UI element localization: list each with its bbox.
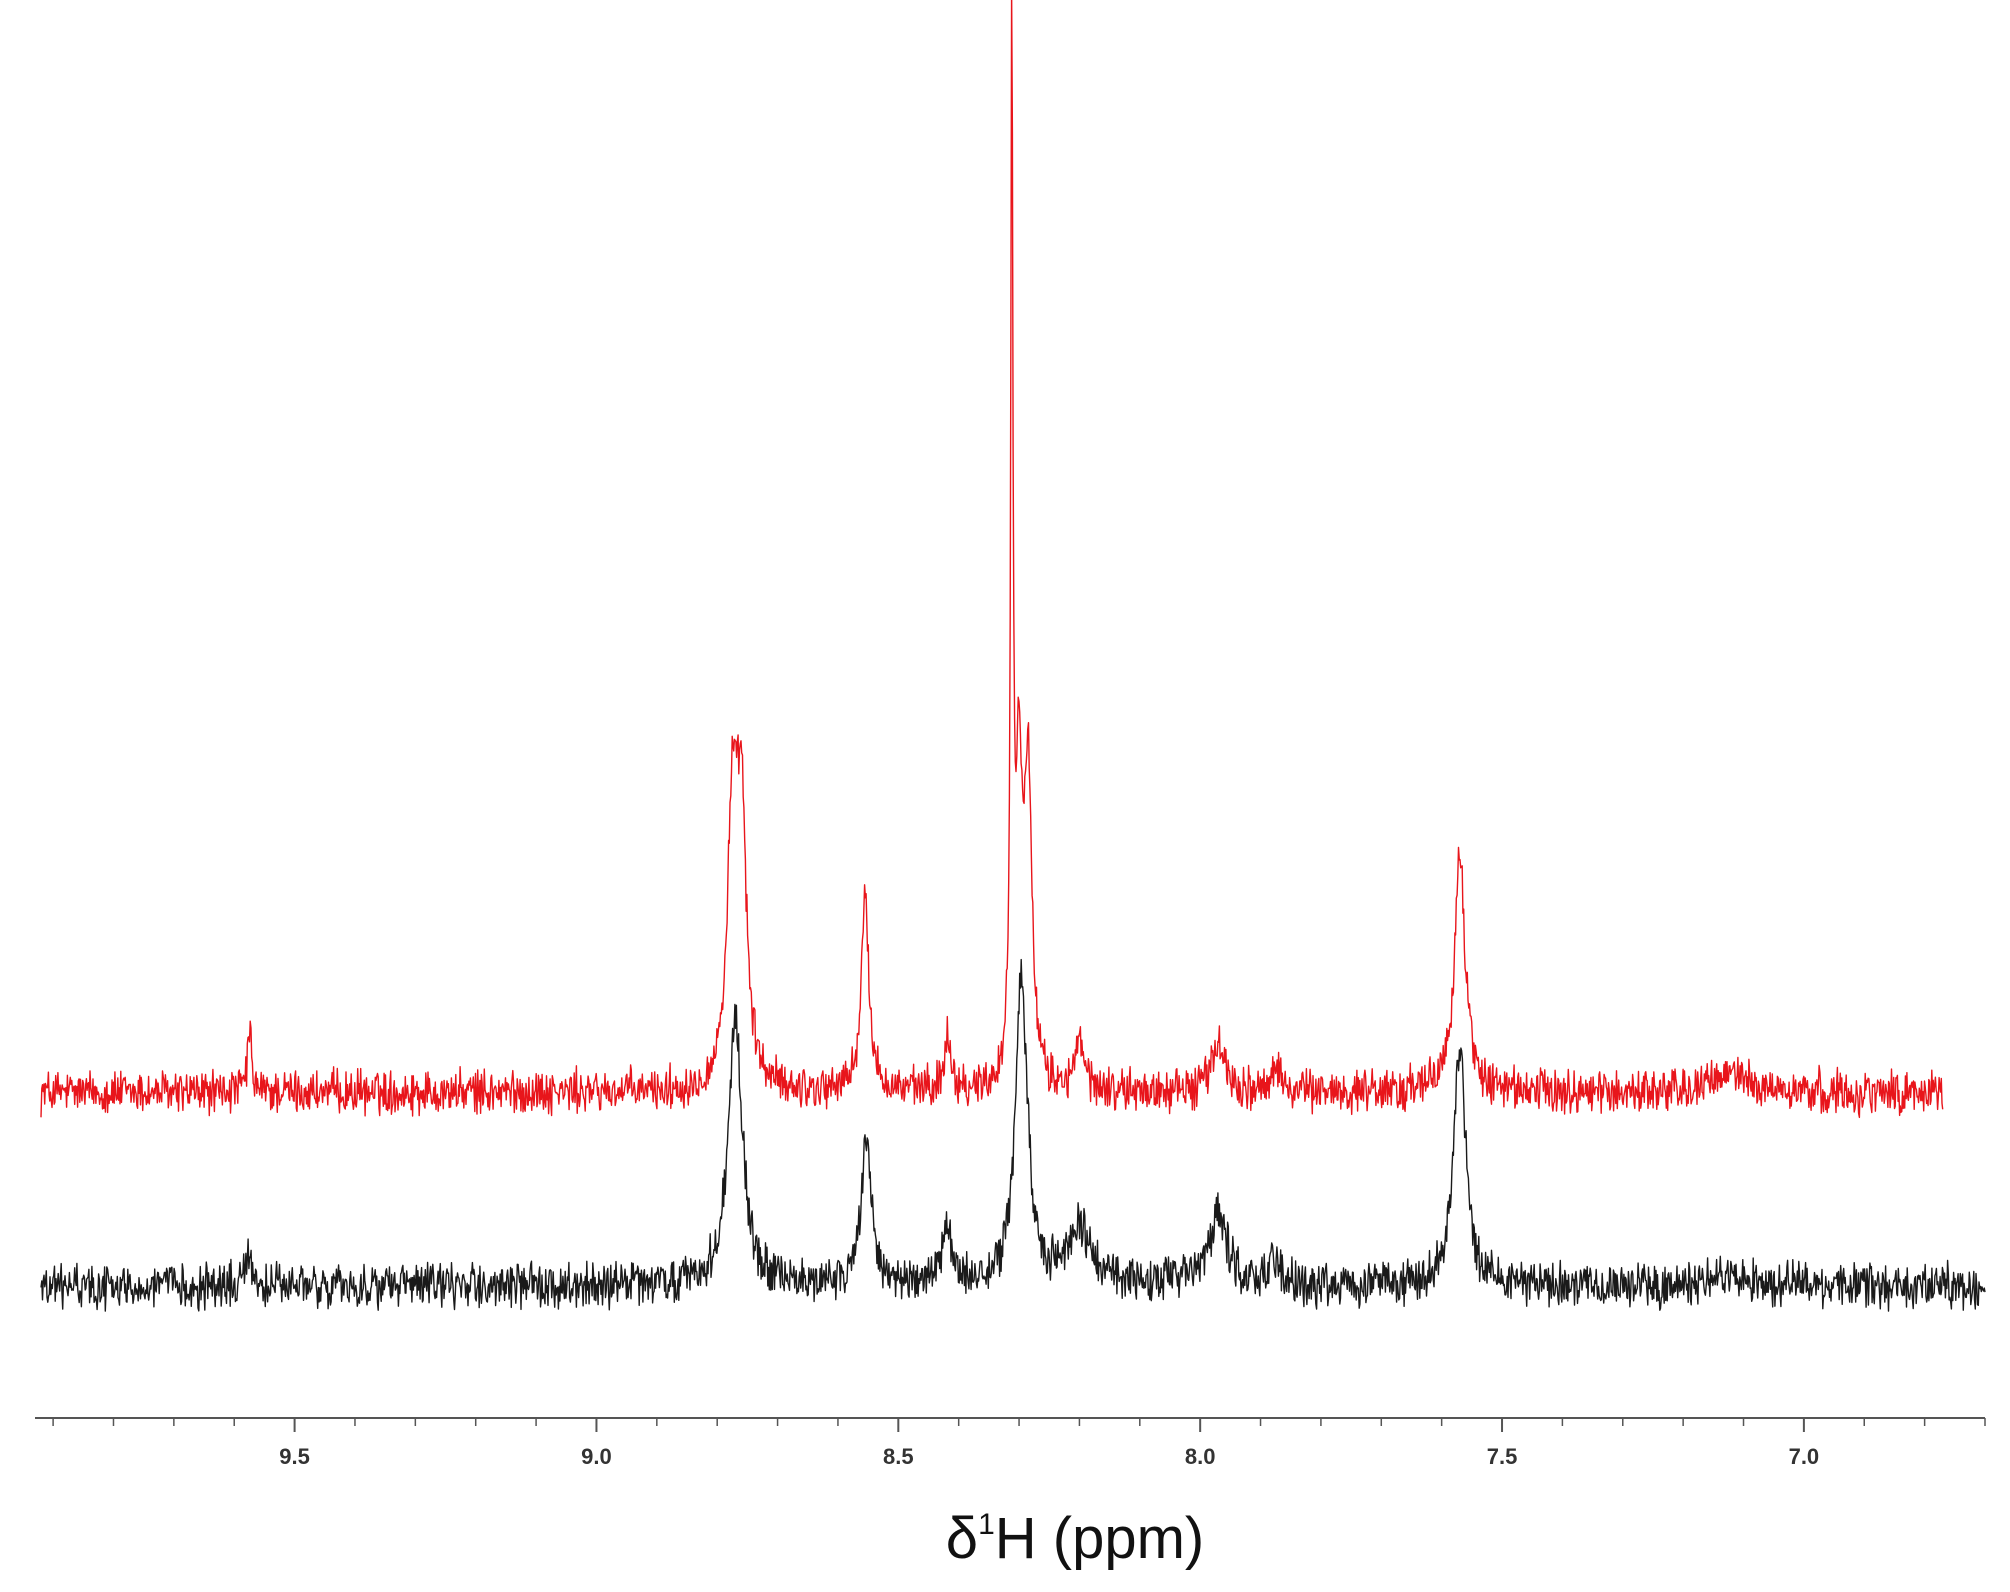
x-tick-label: 7.5 [1487,1444,1518,1469]
x-axis-label-prefix: δ [946,1506,978,1571]
spectrum-trace-2 [40,958,1986,1312]
spectrum-trace-1 [40,0,1944,1119]
x-tick-label: 8.0 [1185,1444,1216,1469]
x-tick-label: 8.5 [883,1444,914,1469]
x-axis-tick-labels: 9.5 9.0 8.5 8.0 7.5 7.0 [279,1444,1819,1469]
x-tick-label: 9.0 [581,1444,612,1469]
spectrum-traces [40,0,1986,1312]
x-axis-ticks [52,1418,1986,1432]
x-axis: 9.5 9.0 8.5 8.0 7.5 7.0 [35,1417,1986,1469]
x-tick-label: 7.0 [1789,1444,1820,1469]
x-axis-label: δ1H (ppm) [946,1506,1204,1571]
x-axis-label-superscript: 1 [978,1508,995,1541]
x-axis-label-suffix: H (ppm) [995,1506,1204,1571]
x-tick-label: 9.5 [279,1444,310,1469]
